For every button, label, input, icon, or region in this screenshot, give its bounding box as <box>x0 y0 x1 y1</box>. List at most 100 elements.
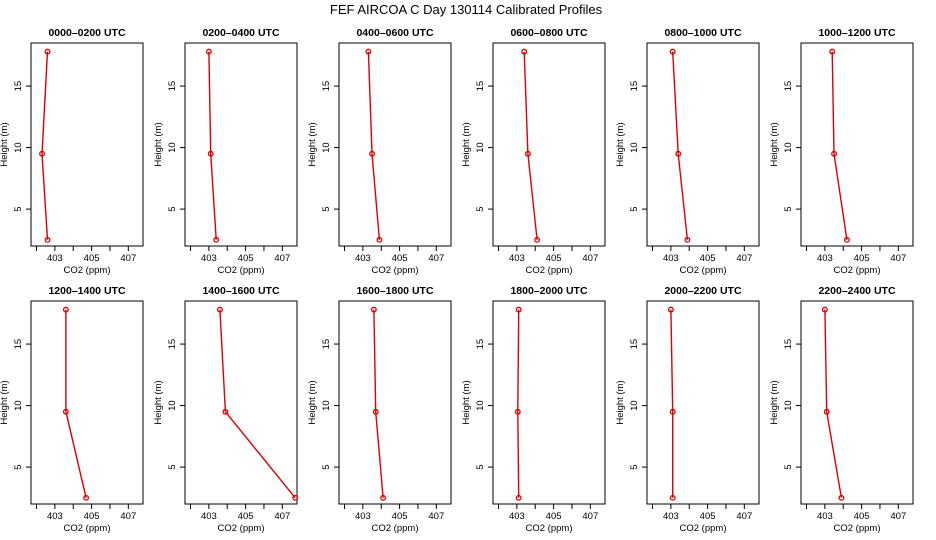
profile-line <box>523 51 538 240</box>
y-axis-label: Height (m) <box>615 380 626 424</box>
y-axis-label: Height (m) <box>153 380 164 424</box>
data-point <box>823 408 830 415</box>
y-tick-label: 5 <box>167 464 178 469</box>
data-point <box>515 306 522 313</box>
y-tick-label: 15 <box>13 81 24 92</box>
y-tick-label: 5 <box>321 206 332 211</box>
figure-title: FEF AIRCOA C Day 130114 Calibrated Profi… <box>330 2 603 17</box>
x-tick-label: 407 <box>736 511 752 522</box>
data-point <box>684 236 691 243</box>
data-point <box>843 236 850 243</box>
panel-title: 2200–2400 UTC <box>818 285 895 297</box>
y-tick-label: 10 <box>321 400 332 411</box>
chart-panel: 2000–2200 UTC 403 405 407 5 10 15 CO2 (ppm) Heig… <box>615 285 760 534</box>
x-tick-label: 405 <box>700 511 716 522</box>
panel-title: 0400–0600 UTC <box>356 27 433 39</box>
x-axis-label: CO2 (ppm) <box>680 523 727 534</box>
y-axis-label: Height (m) <box>0 122 10 166</box>
x-axis-label: CO2 (ppm) <box>372 523 419 534</box>
x-axis-label: CO2 (ppm) <box>64 265 111 276</box>
y-axis-label: Height (m) <box>461 380 472 424</box>
x-axis-label: CO2 (ppm) <box>834 265 881 276</box>
y-tick-label: 5 <box>167 206 178 211</box>
profile-line <box>219 309 296 499</box>
data-point <box>372 408 379 415</box>
profile-line <box>672 51 689 240</box>
x-tick-label: 407 <box>274 511 290 522</box>
x-tick-label: 405 <box>84 253 100 264</box>
chart-panel: 2200–2400 UTC 403 405 407 5 10 15 CO2 (ppm) Heig… <box>769 285 914 534</box>
x-tick-label: 407 <box>582 511 598 522</box>
y-tick-label: 5 <box>475 206 486 211</box>
data-point <box>207 150 214 157</box>
x-tick-label: 407 <box>274 253 290 264</box>
x-tick-label: 405 <box>546 511 562 522</box>
profile-line <box>65 309 87 498</box>
chart-panel: 0200–0400 UTC 403 405 407 5 10 15 CO2 (ppm) Heig… <box>153 27 298 276</box>
x-tick-label: 405 <box>238 253 254 264</box>
y-axis-label: Height (m) <box>461 122 472 166</box>
chart-panel: 1800–2000 UTC 403 405 407 5 10 15 CO2 (ppm) Heig… <box>461 285 606 534</box>
y-axis-label: Height (m) <box>0 380 10 424</box>
y-tick-label: 10 <box>167 400 178 411</box>
x-tick-label: 403 <box>663 511 679 522</box>
x-axis-label: CO2 (ppm) <box>680 265 727 276</box>
plot-frame <box>646 42 760 247</box>
data-point <box>669 48 676 55</box>
data-point <box>216 306 223 313</box>
panel-title: 0600–0800 UTC <box>510 27 587 39</box>
data-point <box>669 494 676 501</box>
x-tick-label: 405 <box>546 253 562 264</box>
data-point <box>369 150 375 157</box>
x-tick-label: 405 <box>392 511 408 522</box>
x-tick-label: 407 <box>890 511 906 522</box>
y-tick-label: 10 <box>13 142 24 153</box>
panel-title: 1400–1600 UTC <box>202 285 279 297</box>
x-tick-label: 405 <box>392 253 408 264</box>
data-point <box>675 150 682 157</box>
y-tick-label: 5 <box>13 206 24 211</box>
y-tick-label: 5 <box>321 464 332 469</box>
y-tick-label: 5 <box>783 206 794 211</box>
x-tick-label: 405 <box>854 253 870 264</box>
x-tick-label: 407 <box>120 253 136 264</box>
plot-frame <box>646 300 760 505</box>
y-tick-label: 10 <box>13 400 24 411</box>
chart-panel: 0000–0200 UTC 403 405 407 5 10 15 CO2 (ppm) Heig… <box>0 27 144 276</box>
plot-frame <box>184 300 298 505</box>
plot-frame <box>30 42 144 247</box>
plot-frame <box>30 300 144 505</box>
x-tick-label: 405 <box>854 511 870 522</box>
x-axis-label: CO2 (ppm) <box>64 523 111 534</box>
x-axis-label: CO2 (ppm) <box>834 523 881 534</box>
data-point <box>365 48 372 55</box>
panel-title: 1800–2000 UTC <box>510 285 587 297</box>
y-tick-label: 15 <box>13 339 24 350</box>
panel-title: 0000–0200 UTC <box>48 27 125 39</box>
y-tick-label: 15 <box>321 81 332 92</box>
x-tick-label: 403 <box>663 253 679 264</box>
x-tick-label: 405 <box>84 511 100 522</box>
profile-line <box>670 309 674 498</box>
y-tick-label: 15 <box>167 339 178 350</box>
x-tick-label: 407 <box>120 511 136 522</box>
data-point <box>821 306 828 313</box>
y-tick-label: 10 <box>629 400 640 411</box>
data-point <box>524 150 531 157</box>
y-tick-label: 10 <box>783 142 794 153</box>
data-point <box>669 408 676 415</box>
x-axis-label: CO2 (ppm) <box>526 265 573 276</box>
data-point <box>292 494 299 501</box>
y-tick-label: 5 <box>783 464 794 469</box>
y-axis-label: Height (m) <box>615 122 626 166</box>
y-tick-label: 5 <box>13 464 24 469</box>
y-tick-label: 10 <box>783 400 794 411</box>
profile-line <box>373 309 384 498</box>
data-point <box>829 48 836 55</box>
y-tick-label: 5 <box>629 464 640 469</box>
x-tick-label: 403 <box>509 253 525 264</box>
data-point <box>376 236 383 243</box>
panels-grid: 0000–0200 UTC 403 405 407 5 10 15 CO2 (ppm) Heig… <box>0 27 914 534</box>
x-axis-label: CO2 (ppm) <box>372 265 419 276</box>
